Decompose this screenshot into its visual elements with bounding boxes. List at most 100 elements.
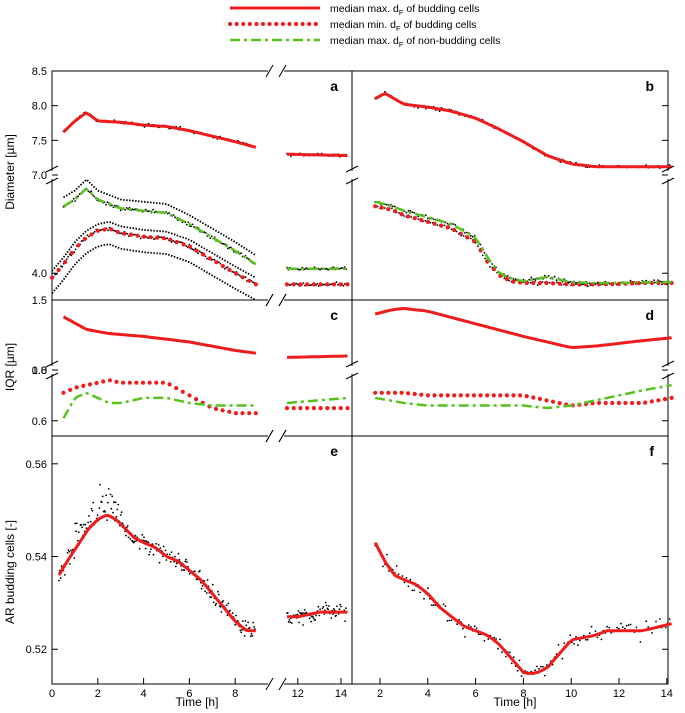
band-break-4-slash-1	[45, 360, 59, 368]
scatter-e-1	[324, 601, 327, 604]
scatter-e-0	[152, 553, 155, 556]
x-tick-label-left-0: 0	[49, 688, 55, 700]
band-a-min-low	[51, 243, 257, 301]
series-a-1-dot	[49, 275, 55, 280]
series-a-1-dot	[247, 278, 252, 283]
series-c-1-dot	[147, 380, 152, 385]
series-c-1-dot	[94, 380, 99, 386]
scatter-e-0	[178, 558, 181, 561]
series-b-0-line-0	[374, 91, 672, 169]
series-a-1-dot	[214, 260, 219, 265]
scatter-e-0	[210, 596, 213, 599]
scatter-a-min-0	[99, 229, 102, 232]
scatter-e-1	[302, 624, 304, 626]
series-b-1-dot	[557, 281, 562, 286]
scatter-b-green-0	[391, 205, 394, 208]
series-a-1-dot	[95, 228, 101, 233]
scatter-e-0	[248, 627, 251, 629]
scatter-f-0	[516, 669, 519, 672]
series-b-1-dot	[399, 212, 404, 217]
series-d-1-dot	[656, 398, 661, 403]
series-b-1-dot	[432, 221, 437, 226]
scatter-b-green-0	[452, 223, 455, 225]
scatter-f-0	[473, 625, 476, 628]
scatter-b-min-0	[469, 237, 472, 240]
scatter-f-0	[432, 604, 435, 607]
scatter-e-0	[129, 538, 132, 540]
band-break-1-slash-1	[45, 165, 59, 173]
scatter-e-0	[250, 632, 253, 635]
series-a-1-dot	[102, 227, 107, 232]
scatter-f-0	[596, 636, 599, 639]
scatter-a-green-0	[187, 221, 190, 224]
scatter-a-min-0	[200, 251, 203, 254]
series-a-1-dot	[63, 259, 68, 265]
series-c-1-dot	[187, 393, 192, 398]
scatter-a-min-0	[80, 240, 83, 243]
series-c-0-line-1	[286, 354, 348, 359]
scatter-a-green-0	[90, 190, 93, 193]
series-d-1-dot	[623, 400, 628, 406]
scatter-f-0	[499, 638, 501, 641]
scatter-b-green-0	[653, 279, 655, 282]
scatter-e-0	[252, 621, 255, 624]
break-bot-slash-bottom-2	[278, 677, 287, 691]
x-tick-label-right-0: 2	[377, 688, 383, 700]
scatter-f-0	[651, 632, 653, 634]
scatter-f-0	[508, 651, 511, 654]
scatter-a-green-0	[77, 195, 79, 198]
scatter-a-green-0	[125, 207, 128, 209]
scatter-e-1	[303, 612, 305, 614]
y-iqr-upper-tick-label-0: 1.5	[32, 295, 47, 307]
scatter-f-0	[401, 575, 404, 577]
scatter-f-0	[588, 632, 591, 635]
scatter-a-min-0	[225, 266, 228, 269]
scatter-f-0	[444, 605, 447, 607]
scatter-b-min-0	[484, 257, 487, 260]
series-a-1-dot	[220, 263, 225, 269]
scatter-a-green-0	[193, 226, 196, 228]
scatter-a-green-0	[93, 195, 96, 198]
scatter-a-min-0	[192, 249, 195, 251]
scatter-e-0	[186, 561, 188, 563]
scatter-a-min-0	[166, 237, 169, 240]
band-break-5-mask	[350, 366, 354, 374]
median-curves	[49, 91, 674, 675]
scatter-f-0	[483, 639, 486, 642]
series-b-1-dot	[386, 207, 391, 212]
y-diam-lower-tick-label-0: 4.0	[32, 268, 47, 280]
scatter-e-0	[76, 539, 79, 542]
scatter-f-0	[495, 638, 497, 640]
scatter-a-green-0	[105, 203, 107, 206]
series-d-1-dot	[544, 398, 549, 403]
series-b-1-dot	[439, 223, 444, 228]
scatter-e-1	[327, 608, 329, 611]
scatter-e-0	[184, 560, 187, 563]
scatter-f-0	[561, 657, 564, 660]
scatter-f-0	[594, 630, 597, 632]
scatter-a-min-0	[67, 255, 70, 258]
series-b-1-dot	[544, 280, 549, 286]
series-a-1-dot	[240, 275, 245, 280]
series-d-1-dot	[412, 391, 417, 397]
scatter-e-0	[138, 547, 141, 550]
series-d-1-dot	[392, 390, 398, 395]
scatter-f-0	[442, 603, 445, 606]
series-a-1-dot	[174, 239, 179, 245]
scatter-e-0	[68, 550, 71, 553]
scatter-e-0	[164, 549, 167, 552]
scatter-e-0	[200, 587, 203, 590]
scatter-a-green-0	[131, 208, 134, 211]
scatter-a-min-1	[288, 284, 291, 287]
scatter-e-0	[147, 541, 150, 544]
scatter-e-0	[205, 592, 208, 594]
scatter-b-min-0	[391, 207, 393, 210]
scatter-a-min-0	[93, 230, 96, 233]
panel-frame-c	[51, 299, 353, 437]
series-d-1-dot	[386, 390, 391, 395]
panel-label-f: f	[649, 443, 654, 459]
scatter-a-green-1	[324, 268, 327, 270]
scatter-f-0	[534, 669, 536, 672]
series-a-1-dot	[298, 282, 303, 287]
break-mid-slash-top-1	[265, 293, 274, 307]
